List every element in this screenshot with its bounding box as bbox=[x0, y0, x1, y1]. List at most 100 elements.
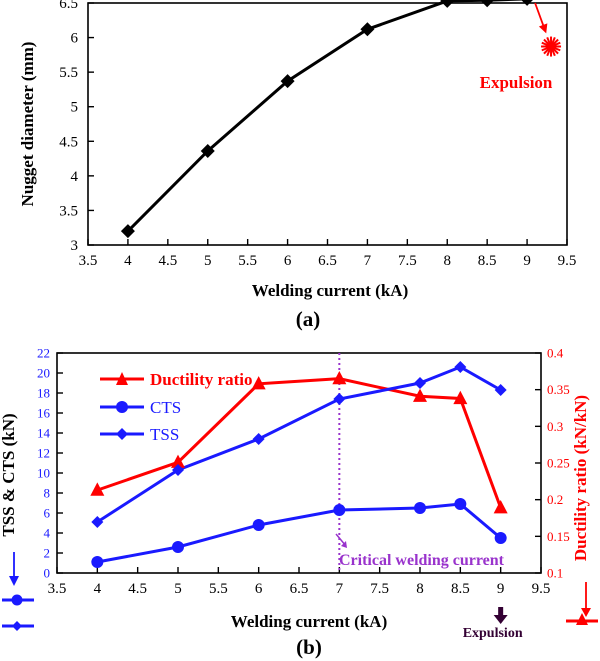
panel-b-x-ticks: 3.5 4 4.5 5 5.5 6 6.5 7 7.5 8 8.5 9 9.5 bbox=[48, 567, 550, 597]
panel-a-x-axis-label: Welding current (kA) bbox=[252, 281, 408, 300]
panel-a-data-point bbox=[200, 143, 215, 158]
data-point-tss bbox=[494, 384, 507, 396]
panel-a-x-tick-label: 5.5 bbox=[238, 253, 257, 269]
data-point-cts bbox=[252, 519, 265, 531]
panel-b-x-tick-label: 9 bbox=[497, 581, 505, 597]
panel-a-expulsion-annotation: Expulsion bbox=[480, 2, 562, 92]
panel-a-chart: 3.5 4 4.5 5 5.5 6 6.5 7 7.5 8 8.5 9 9.5 33.544.555.5… bbox=[18, 0, 576, 331]
panel-a-x-tick-label: 8.5 bbox=[478, 253, 497, 269]
panel-b-right-y-ticks: 0.1 0.15 0.2 0.25 0.3 0.35 0.4 bbox=[535, 346, 570, 581]
panel-b-chart: 3.5 4 4.5 5 5.5 6 6.5 7 7.5 8 8.5 9 9.5 0 2 4 6 8 10 12 14 1… bbox=[0, 346, 598, 659]
panel-a-x-tick-label: 7 bbox=[364, 253, 372, 269]
panel-b-left-y-ticks: 0 2 4 6 8 10 12 14 16 18 20 22 bbox=[37, 346, 63, 581]
panel-a-series-line bbox=[126, 0, 528, 233]
data-point-cts bbox=[333, 504, 346, 516]
expulsion-arrow bbox=[534, 2, 545, 29]
left-axis-arrowhead bbox=[9, 576, 19, 586]
panel-a-data-point bbox=[360, 22, 375, 37]
panel-b-plot-frame bbox=[56, 352, 542, 574]
panel-a-x-tick-label: 5 bbox=[204, 253, 212, 269]
data-point-cts bbox=[91, 556, 104, 568]
legend-cts-label: CTS bbox=[150, 398, 181, 417]
legend-ductility-label: Ductility ratio bbox=[150, 370, 252, 389]
panel-a-x-tick-label: 9.5 bbox=[558, 253, 577, 269]
panel-a-markers bbox=[120, 0, 533, 239]
panel-a-y-tick-label: 3 bbox=[71, 238, 79, 254]
panel-b-left-tick-label: 18 bbox=[37, 386, 50, 401]
panel-b-left-tick-label: 12 bbox=[37, 446, 50, 461]
left-axis-key-cts bbox=[2, 594, 34, 606]
panel-b-left-tick-label: 4 bbox=[44, 526, 51, 541]
expulsion-label: Expulsion bbox=[480, 73, 553, 92]
data-point-ductility-ratio bbox=[453, 390, 468, 405]
panel-b-left-tick-label: 10 bbox=[37, 466, 50, 481]
data-point-tss bbox=[454, 361, 467, 373]
panel-b-x-tick-label: 5 bbox=[174, 581, 182, 597]
panel-b-left-tick-label: 6 bbox=[44, 506, 51, 521]
panel-a-y-tick-label: 5 bbox=[71, 100, 79, 116]
legend-item-tss: TSS bbox=[100, 425, 179, 444]
panel-b-left-tick-label: 2 bbox=[44, 546, 51, 561]
panel-b-x-tick-label: 7 bbox=[336, 581, 344, 597]
legend-cts-circle-icon bbox=[116, 401, 128, 413]
panel-b-left-tick-label: 20 bbox=[37, 366, 50, 381]
critical-current-label: Critical welding current bbox=[339, 552, 505, 569]
panel-b-x-tick-label: 8.5 bbox=[451, 581, 470, 597]
panel-a-y-tick-label: 4 bbox=[71, 169, 79, 185]
data-point-ductility-ratio bbox=[332, 370, 347, 385]
data-point-tss bbox=[172, 464, 184, 476]
panel-a-y-ticks: 3 3.5 4 4.5 5 5.5 6 6.5 bbox=[59, 0, 94, 254]
left-key-cts-circle-icon bbox=[11, 594, 23, 606]
legend-ductility-triangle-icon bbox=[116, 372, 128, 385]
data-point-cts bbox=[454, 498, 467, 510]
data-point-ductility-ratio bbox=[413, 388, 427, 402]
panel-a-label: (a) bbox=[296, 307, 321, 331]
panel-b-right-y-axis-label: Ductility ratio (kN/kN) bbox=[571, 395, 590, 561]
panel-a-plot-frame bbox=[87, 2, 568, 246]
critical-label-arrowhead bbox=[341, 541, 347, 548]
panel-b-series bbox=[90, 361, 508, 568]
data-point-cts bbox=[494, 532, 507, 544]
panel-b-left-tick-label: 14 bbox=[37, 426, 51, 441]
panel-b-right-tick-label: 0.4 bbox=[547, 346, 564, 361]
panel-a-y-tick-label: 3.5 bbox=[59, 203, 78, 219]
legend-item-cts: CTS bbox=[100, 398, 181, 417]
panel-b-left-tick-label: 0 bbox=[44, 566, 51, 581]
data-point-ductility-ratio bbox=[171, 454, 185, 468]
panel-a-x-tick-label: 6 bbox=[284, 253, 292, 269]
panel-b-x-tick-label: 6.5 bbox=[290, 581, 309, 597]
expulsion-down-arrow-stem bbox=[498, 607, 504, 616]
legend-item-ductility: Ductility ratio bbox=[100, 370, 252, 389]
panel-b-right-tick-label: 0.25 bbox=[547, 456, 570, 471]
panel-a-y-tick-label: 5.5 bbox=[59, 65, 78, 81]
right-axis-arrowhead bbox=[581, 608, 591, 617]
legend-tss-diamond-icon bbox=[116, 428, 128, 440]
panel-b-right-tick-label: 0.3 bbox=[547, 419, 563, 434]
left-key-tss-diamond-icon bbox=[12, 621, 22, 631]
panel-b-right-tick-label: 0.2 bbox=[547, 492, 563, 507]
panel-b-left-tick-label: 8 bbox=[44, 486, 51, 501]
data-point-tss bbox=[91, 516, 104, 528]
data-point-ductility-ratio bbox=[251, 376, 266, 390]
expulsion-starburst-icon bbox=[541, 36, 562, 57]
panel-b-expulsion-label: Expulsion bbox=[463, 626, 523, 641]
right-key-ductility-triangle-icon bbox=[576, 613, 588, 625]
panel-b-x-tick-label: 4 bbox=[94, 581, 102, 597]
series-line-tss bbox=[96, 365, 502, 524]
panel-a-x-tick-label: 8 bbox=[444, 253, 452, 269]
panel-a-data-point bbox=[521, 0, 533, 6]
panel-a-data-point bbox=[120, 224, 135, 239]
legend-tss-label: TSS bbox=[150, 425, 179, 444]
data-point-cts bbox=[172, 541, 184, 553]
right-axis-key-ductility bbox=[566, 613, 598, 625]
panel-b-x-axis-label: Welding current (kA) bbox=[231, 612, 387, 631]
data-point-ductility-ratio bbox=[493, 500, 508, 514]
panel-a-data-point bbox=[440, 0, 455, 8]
panel-a-data-point bbox=[280, 74, 295, 89]
panel-a-x-tick-label: 4 bbox=[124, 253, 132, 269]
panel-b-legend: Ductility ratio CTS TSS bbox=[100, 370, 252, 444]
data-point-tss bbox=[252, 433, 265, 445]
panel-a-x-tick-label: 3.5 bbox=[79, 253, 98, 269]
panel-a-y-tick-label: 4.5 bbox=[59, 134, 78, 150]
expulsion-down-arrow-icon bbox=[493, 615, 508, 624]
